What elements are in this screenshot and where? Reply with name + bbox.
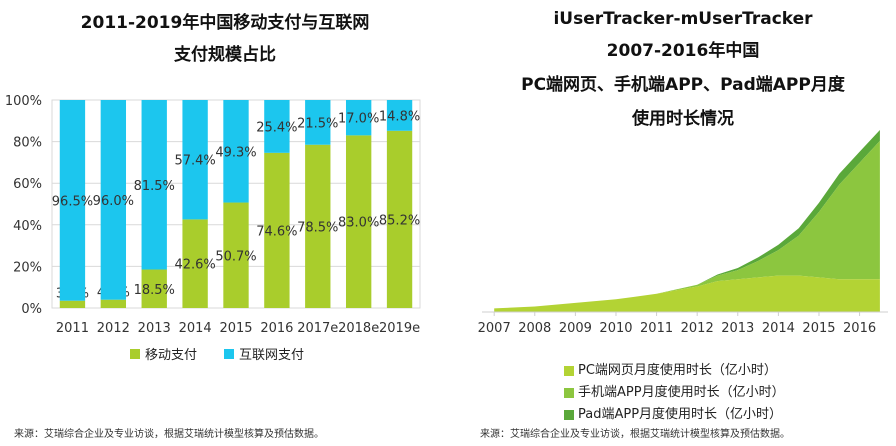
x-tick-label: 2011	[640, 321, 673, 336]
payment-share-bar-chart: 0%20%40%60%80%100%3.5%96.5%20114.0%96.0%…	[5, 94, 421, 336]
data-label-mobile: 78.5%	[297, 220, 338, 235]
data-label-internet: 17.0%	[338, 112, 379, 127]
legend-swatch-phone-app	[564, 388, 574, 398]
legend-label-pad-app: Pad端APP月度使用时长（亿小时）	[578, 407, 783, 422]
legend-item-pad-app: Pad端APP月度使用时长（亿小时）	[564, 404, 785, 426]
x-tick-label: 2012	[97, 321, 130, 336]
area-pc-web	[494, 275, 880, 312]
data-label-internet: 21.5%	[297, 116, 338, 131]
data-label-mobile: 50.7%	[215, 249, 256, 264]
left-chart-title-line1: 2011-2019年中国移动支付与互联网	[80, 13, 370, 33]
bar-internet-payment	[59, 100, 86, 301]
bar-internet-payment	[141, 100, 167, 270]
x-tick-label: 2019e	[379, 321, 420, 336]
right-chart-title-line3: PC端网页、手机端APP、Pad端APP月度	[521, 75, 845, 95]
y-tick-label: 0%	[21, 302, 42, 317]
y-tick-label: 80%	[13, 136, 42, 151]
legend-label-internet: 互联网支付	[239, 348, 305, 363]
bar-mobile-payment	[305, 144, 331, 308]
x-tick-label: 2009	[559, 321, 592, 336]
x-tick-label: 2015	[802, 321, 835, 336]
x-tick-label: 2016	[843, 321, 876, 336]
legend-label-pc: PC端网页月度使用时长（亿小时）	[578, 363, 777, 378]
y-tick-label: 60%	[13, 177, 42, 192]
legend-swatch-pc	[564, 366, 574, 376]
y-tick-label: 40%	[13, 219, 42, 234]
x-tick-label: 2011	[56, 321, 89, 336]
area-legend: PC端网页月度使用时长（亿小时） 手机端APP月度使用时长（亿小时） Pad端A…	[564, 360, 785, 426]
x-tick-label: 2012	[681, 321, 714, 336]
data-label-mobile: 74.6%	[256, 224, 297, 239]
right-chart-title-line4: 使用时长情况	[632, 109, 734, 129]
legend-internet: 互联网支付	[224, 344, 304, 363]
legend-label-phone-app: 手机端APP月度使用时长（亿小时）	[578, 385, 785, 400]
data-label-internet: 96.0%	[93, 194, 134, 209]
y-tick-label: 20%	[13, 260, 42, 275]
legend-item-pc: PC端网页月度使用时长（亿小时）	[564, 360, 785, 382]
legend-mobile: 移动支付	[130, 344, 197, 363]
data-label-internet: 96.5%	[52, 194, 93, 209]
x-tick-label: 2014	[762, 321, 795, 336]
usage-time-area-chart: 2007 2008 2009 2010 2011 2012 2013 2014 2015 2016	[478, 130, 888, 336]
right-panel: iUserTracker-mUserTracker 2007-2016年中国 P…	[470, 0, 896, 446]
data-label-mobile: 85.2%	[379, 213, 420, 228]
x-tick-label: 2007	[478, 321, 511, 336]
legend-item-phone-app: 手机端APP月度使用时长（亿小时）	[564, 382, 785, 404]
x-tick-label: 2016	[260, 321, 293, 336]
data-label-internet: 14.8%	[379, 109, 420, 124]
data-label-mobile: 18.5%	[134, 283, 175, 298]
data-label-internet: 49.3%	[215, 145, 256, 160]
x-tick-label: 2018e	[338, 321, 379, 336]
data-label-mobile: 42.6%	[174, 258, 215, 273]
bar-internet-payment	[305, 100, 331, 145]
x-tick-label: 2010	[599, 321, 632, 336]
x-tick-label: 2013	[138, 321, 171, 336]
right-source-note: 来源：艾瑞综合企业及专业访谈，根据艾瑞统计模型核算及预估数据。	[480, 429, 790, 440]
bar-mobile-payment	[141, 269, 167, 308]
bar-internet-payment	[223, 100, 249, 203]
bar-mobile-payment	[100, 299, 127, 308]
right-chart-title-line2: 2007-2016年中国	[606, 41, 760, 61]
left-source-note: 来源：艾瑞综合企业及专业访谈，根据艾瑞统计模型核算及预估数据。	[14, 429, 324, 440]
data-label-mobile: 83.0%	[338, 216, 379, 231]
x-tick-label: 2008	[518, 321, 551, 336]
bar-mobile-payment	[264, 152, 290, 308]
legend-swatch-pad-app	[564, 410, 574, 420]
bar-mobile-payment	[182, 219, 208, 308]
bar-mobile-payment	[386, 130, 413, 308]
bar-internet-payment	[264, 100, 290, 153]
bar-mobile-payment	[345, 135, 372, 308]
data-label-internet: 57.4%	[174, 154, 215, 169]
left-panel: 2011-2019年中国移动支付与互联网 支付规模占比 0% 20% 40% 60% 8…	[5, 13, 421, 440]
data-label-internet: 81.5%	[134, 179, 175, 194]
right-chart-title-line1: iUserTracker-mUserTracker	[553, 9, 813, 29]
data-label-internet: 25.4%	[256, 120, 297, 135]
x-tick-label: 2017e	[297, 321, 338, 336]
y-tick-label: 100%	[5, 94, 42, 109]
legend-label-mobile: 移动支付	[145, 348, 198, 363]
bar-mobile-payment	[223, 202, 249, 308]
left-chart-title-line2: 支付规模占比	[174, 45, 276, 65]
bar-internet-payment	[386, 100, 413, 131]
legend-swatch-internet	[224, 348, 234, 359]
bar-internet-payment	[182, 100, 208, 220]
bar-internet-payment	[100, 100, 127, 300]
x-tick-label: 2014	[179, 321, 212, 336]
area-phone-app	[494, 140, 880, 309]
x-tick-label: 2013	[721, 321, 754, 336]
bar-mobile-payment	[59, 300, 86, 308]
x-tick-label: 2015	[219, 321, 252, 336]
bar-internet-payment	[345, 100, 372, 136]
legend-swatch-mobile	[130, 348, 140, 359]
